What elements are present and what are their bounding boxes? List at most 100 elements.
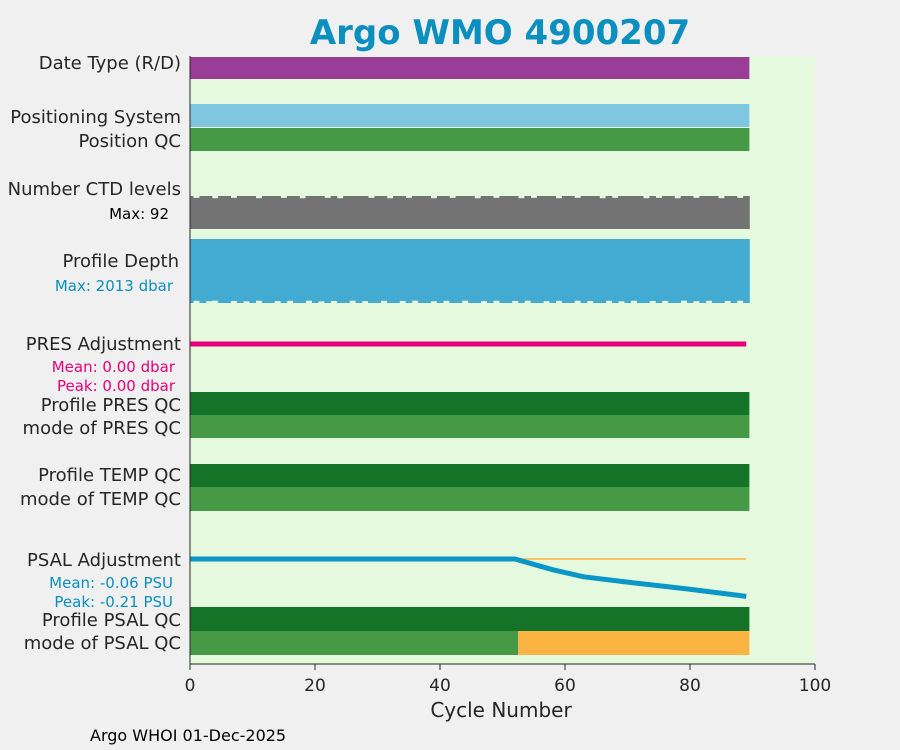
- depth-bar: [224, 239, 232, 303]
- ctd-bar: [361, 196, 369, 229]
- depth-bar: [730, 239, 738, 303]
- ctd-bar: [211, 198, 219, 229]
- depth-bar: [668, 239, 675, 303]
- ctd-bar: [618, 196, 625, 229]
- depth-bar: [493, 239, 500, 301]
- depth-bar: [405, 239, 413, 303]
- ctd-bar: [399, 196, 407, 229]
- band-mode-psal-qc-3: [518, 631, 750, 655]
- profile-depth-max: Max: 2013 dbar: [55, 277, 174, 295]
- ctd-bar: [661, 196, 669, 229]
- ctd-bar: [743, 196, 750, 229]
- ctd-bar: [686, 196, 694, 229]
- depth-bar: [636, 239, 644, 303]
- depth-bar: [343, 239, 350, 303]
- ctd-bar: [486, 196, 494, 229]
- depth-bar: [736, 239, 744, 301]
- depth-bar: [611, 239, 619, 303]
- ctd-bar: [343, 196, 350, 229]
- depth-bar: [286, 239, 294, 301]
- depth-bar: [349, 239, 357, 301]
- ctd-bar: [218, 196, 225, 229]
- depth-bar: [486, 239, 494, 303]
- depth-bar: [299, 239, 307, 303]
- psal-adjustment-mean: Mean: -0.06 PSU: [49, 574, 173, 592]
- ctd-bar: [668, 196, 675, 229]
- ctd-bar: [374, 196, 382, 229]
- depth-bar: [568, 239, 575, 303]
- depth-bar: [674, 239, 682, 303]
- band-mode-temp-qc: [190, 487, 750, 511]
- ctd-bar: [455, 196, 463, 229]
- label-mode-temp-qc: mode of TEMP QC: [20, 489, 181, 510]
- depth-bar: [386, 239, 394, 303]
- ctd-bar: [680, 196, 688, 229]
- ctd-bar: [386, 198, 394, 229]
- ctd-bar: [199, 196, 207, 229]
- depth-bar: [305, 239, 313, 301]
- depth-bar: [680, 239, 688, 301]
- pres-adjustment-mean: Mean: 0.00 dbar: [52, 358, 176, 376]
- ctd-bar: [436, 196, 444, 229]
- ctd-bar: [380, 196, 388, 229]
- ctd-bar: [599, 198, 607, 229]
- label-profile-psal-qc: Profile PSAL QC: [42, 610, 181, 631]
- ctd-bar: [593, 196, 600, 229]
- depth-bar: [249, 239, 257, 303]
- ctd-bar: [724, 196, 732, 229]
- ctd-bar: [568, 196, 575, 229]
- ctd-bar: [561, 196, 569, 229]
- ctd-bar: [318, 196, 325, 229]
- pres-adjustment-peak: Peak: 0.00 dbar: [57, 377, 176, 395]
- depth-bar: [430, 239, 438, 302]
- ctd-bar: [205, 196, 213, 229]
- depth-bar: [699, 239, 707, 303]
- depth-bar: [649, 239, 657, 301]
- ctd-bar: [249, 196, 257, 229]
- depth-bar: [743, 239, 750, 303]
- band-mode-pres-qc: [190, 415, 750, 438]
- label-ctd-levels: Number CTD levels: [8, 179, 181, 200]
- band-profile-temp-qc: [190, 464, 750, 487]
- plot-area: [190, 56, 815, 664]
- x-ticks: 0 20 40 60 80 100: [185, 664, 831, 696]
- ctd-bar: [336, 198, 344, 229]
- ctd-bar: [368, 197, 375, 229]
- depth-bar: [724, 239, 732, 301]
- depth-bar: [505, 239, 513, 303]
- ctd-bar: [505, 196, 513, 229]
- depth-bar: [193, 239, 200, 301]
- depth-bar: [361, 239, 369, 302]
- depth-bar: [311, 239, 319, 303]
- depth-bar: [474, 239, 482, 303]
- depth-bar: [293, 239, 300, 303]
- depth-bar: [399, 239, 407, 302]
- ctd-bar: [405, 197, 413, 229]
- depth-bar: [530, 239, 538, 303]
- ctd-bar: [611, 197, 619, 229]
- ctd-bar: [190, 196, 194, 229]
- band-positioning-system: [190, 104, 750, 127]
- label-psal-adjustment: PSAL Adjustment: [27, 550, 181, 571]
- depth-bar: [243, 239, 250, 302]
- ctd-bar: [474, 198, 482, 229]
- depth-bar: [236, 239, 244, 303]
- depth-bar: [274, 239, 282, 302]
- depth-bar: [549, 239, 557, 303]
- depth-bar: [718, 239, 725, 303]
- depth-bar: [255, 239, 263, 301]
- ctd-bar: [286, 196, 294, 229]
- band-position-qc: [190, 128, 750, 151]
- ctd-bar: [311, 196, 319, 229]
- ctd-bar: [499, 196, 507, 229]
- depth-bar: [605, 239, 613, 301]
- ctd-bar: [511, 196, 519, 229]
- depth-bar: [324, 239, 332, 303]
- ctd-bar: [261, 196, 269, 229]
- ctd-bar: [461, 196, 469, 229]
- ctd-bar: [549, 196, 557, 229]
- depth-bar: [711, 239, 719, 303]
- ctd-bar: [424, 196, 432, 229]
- x-tick-label: 100: [799, 676, 831, 696]
